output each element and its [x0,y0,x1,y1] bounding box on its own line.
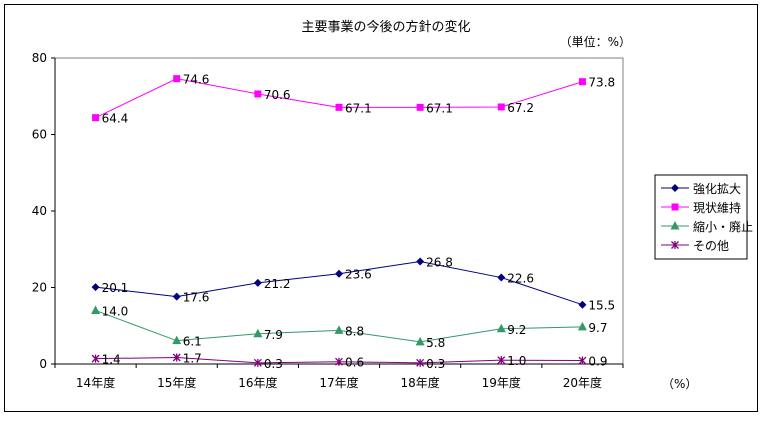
data-label: 7.9 [264,328,283,342]
legend-marker [671,241,679,249]
x-tick-label: 14年度 [76,375,115,390]
y-tick-label: 0 [39,357,47,371]
legend-label: 現状維持 [693,200,741,215]
data-label: 21.2 [264,277,291,291]
series-4: 1.4 1.7 0.3 0.6 0.3 1.0 0.9 [91,351,608,371]
data-label: 23.6 [345,268,372,282]
data-point [334,325,344,334]
x-tick-label: 15年度 [157,375,196,390]
data-label: 67.1 [426,101,453,115]
y-tick-label: 60 [32,128,47,142]
x-tick-label: 18年度 [401,375,440,390]
data-label: 26.8 [426,255,453,269]
data-point [253,328,263,338]
x-axis-unit: （%） [662,377,697,391]
data-label: 9.7 [588,321,607,335]
x-tick-label: 19年度 [482,375,521,390]
x-tick-label: 17年度 [319,375,358,390]
data-label: 8.8 [345,324,364,338]
data-label: 1.4 [102,353,121,367]
data-label: 9.2 [507,323,526,337]
data-label: 67.2 [507,101,534,115]
legend-marker [671,184,679,192]
data-point [172,353,181,362]
data-point [416,358,425,367]
data-point [172,292,181,301]
data-point [416,103,424,111]
y-tick-label: 20 [32,281,47,295]
data-label: 1.0 [507,354,526,368]
data-point [172,335,182,345]
data-point [173,75,181,83]
data-point [91,283,100,292]
series-layer: 20.1 17.6 21.2 23.6 26.8 22.6 15.5 64.4 74.6 70.6… [91,73,615,371]
series-1: 20.1 17.6 21.2 23.6 26.8 22.6 15.5 [91,255,615,313]
data-point [578,78,586,86]
data-label: 14.0 [102,304,129,318]
data-label: 20.1 [102,281,129,295]
data-point [416,257,425,266]
legend-label: その他 [693,239,729,253]
data-point [335,269,343,278]
data-point [578,356,587,365]
chart-title: 主要事業の今後の方針の変化 [301,19,470,35]
y-tick-label: 80 [32,51,47,65]
data-label: 1.7 [183,351,202,365]
legend-marker [671,203,679,211]
line-chart: 主要事業の今後の方針の変化 （単位：%） 0 20 40 60 80 14年度 15年度 16… [32,19,753,391]
data-point [415,336,425,346]
y-tick-label: 40 [32,204,47,218]
data-point [91,354,100,363]
legend-marker [670,221,680,230]
data-point [497,103,505,111]
unit-note: （単位：%） [560,34,631,49]
series-3: 14.0 6.1 7.9 8.8 5.8 9.2 9.7 [91,304,608,350]
chart-frame: 主要事業の今後の方針の変化 （単位：%） 0 20 40 60 80 14年度 15年度 16… [4,4,758,412]
data-label: 67.1 [345,101,372,115]
data-point [92,114,100,122]
data-point [253,358,262,367]
legend-label: 強化拡大 [693,182,741,196]
data-label: 5.8 [426,336,445,350]
data-label: 6.1 [183,335,202,349]
data-label: 0.6 [345,356,364,370]
data-label: 0.3 [426,357,445,371]
data-label: 70.6 [264,88,291,102]
data-point [497,273,506,282]
data-point [335,357,343,366]
data-point [254,90,262,98]
data-point [577,321,587,331]
data-point [496,323,506,333]
data-label: 74.6 [183,73,210,87]
x-tick-label: 20年度 [563,375,602,390]
series-2: 64.4 74.6 70.6 67.1 67.1 67.2 73.8 [92,73,615,126]
data-point [497,356,506,365]
data-label: 15.5 [588,299,615,313]
axes: 0 20 40 60 80 14年度 15年度 16年度 17年度 18年度 19年度 20年度 [32,51,624,390]
data-label: 0.3 [264,357,283,371]
data-point [91,305,101,314]
data-label: 73.8 [588,76,615,90]
data-label: 0.9 [588,355,607,369]
data-label: 17.6 [183,291,210,305]
data-label: 64.4 [102,112,129,126]
x-tick-label: 16年度 [238,375,277,390]
legend-label: 縮小・廃止 [693,219,753,234]
data-label: 22.6 [507,272,534,286]
data-point [335,103,343,111]
data-point [253,278,262,287]
data-point [578,300,587,309]
